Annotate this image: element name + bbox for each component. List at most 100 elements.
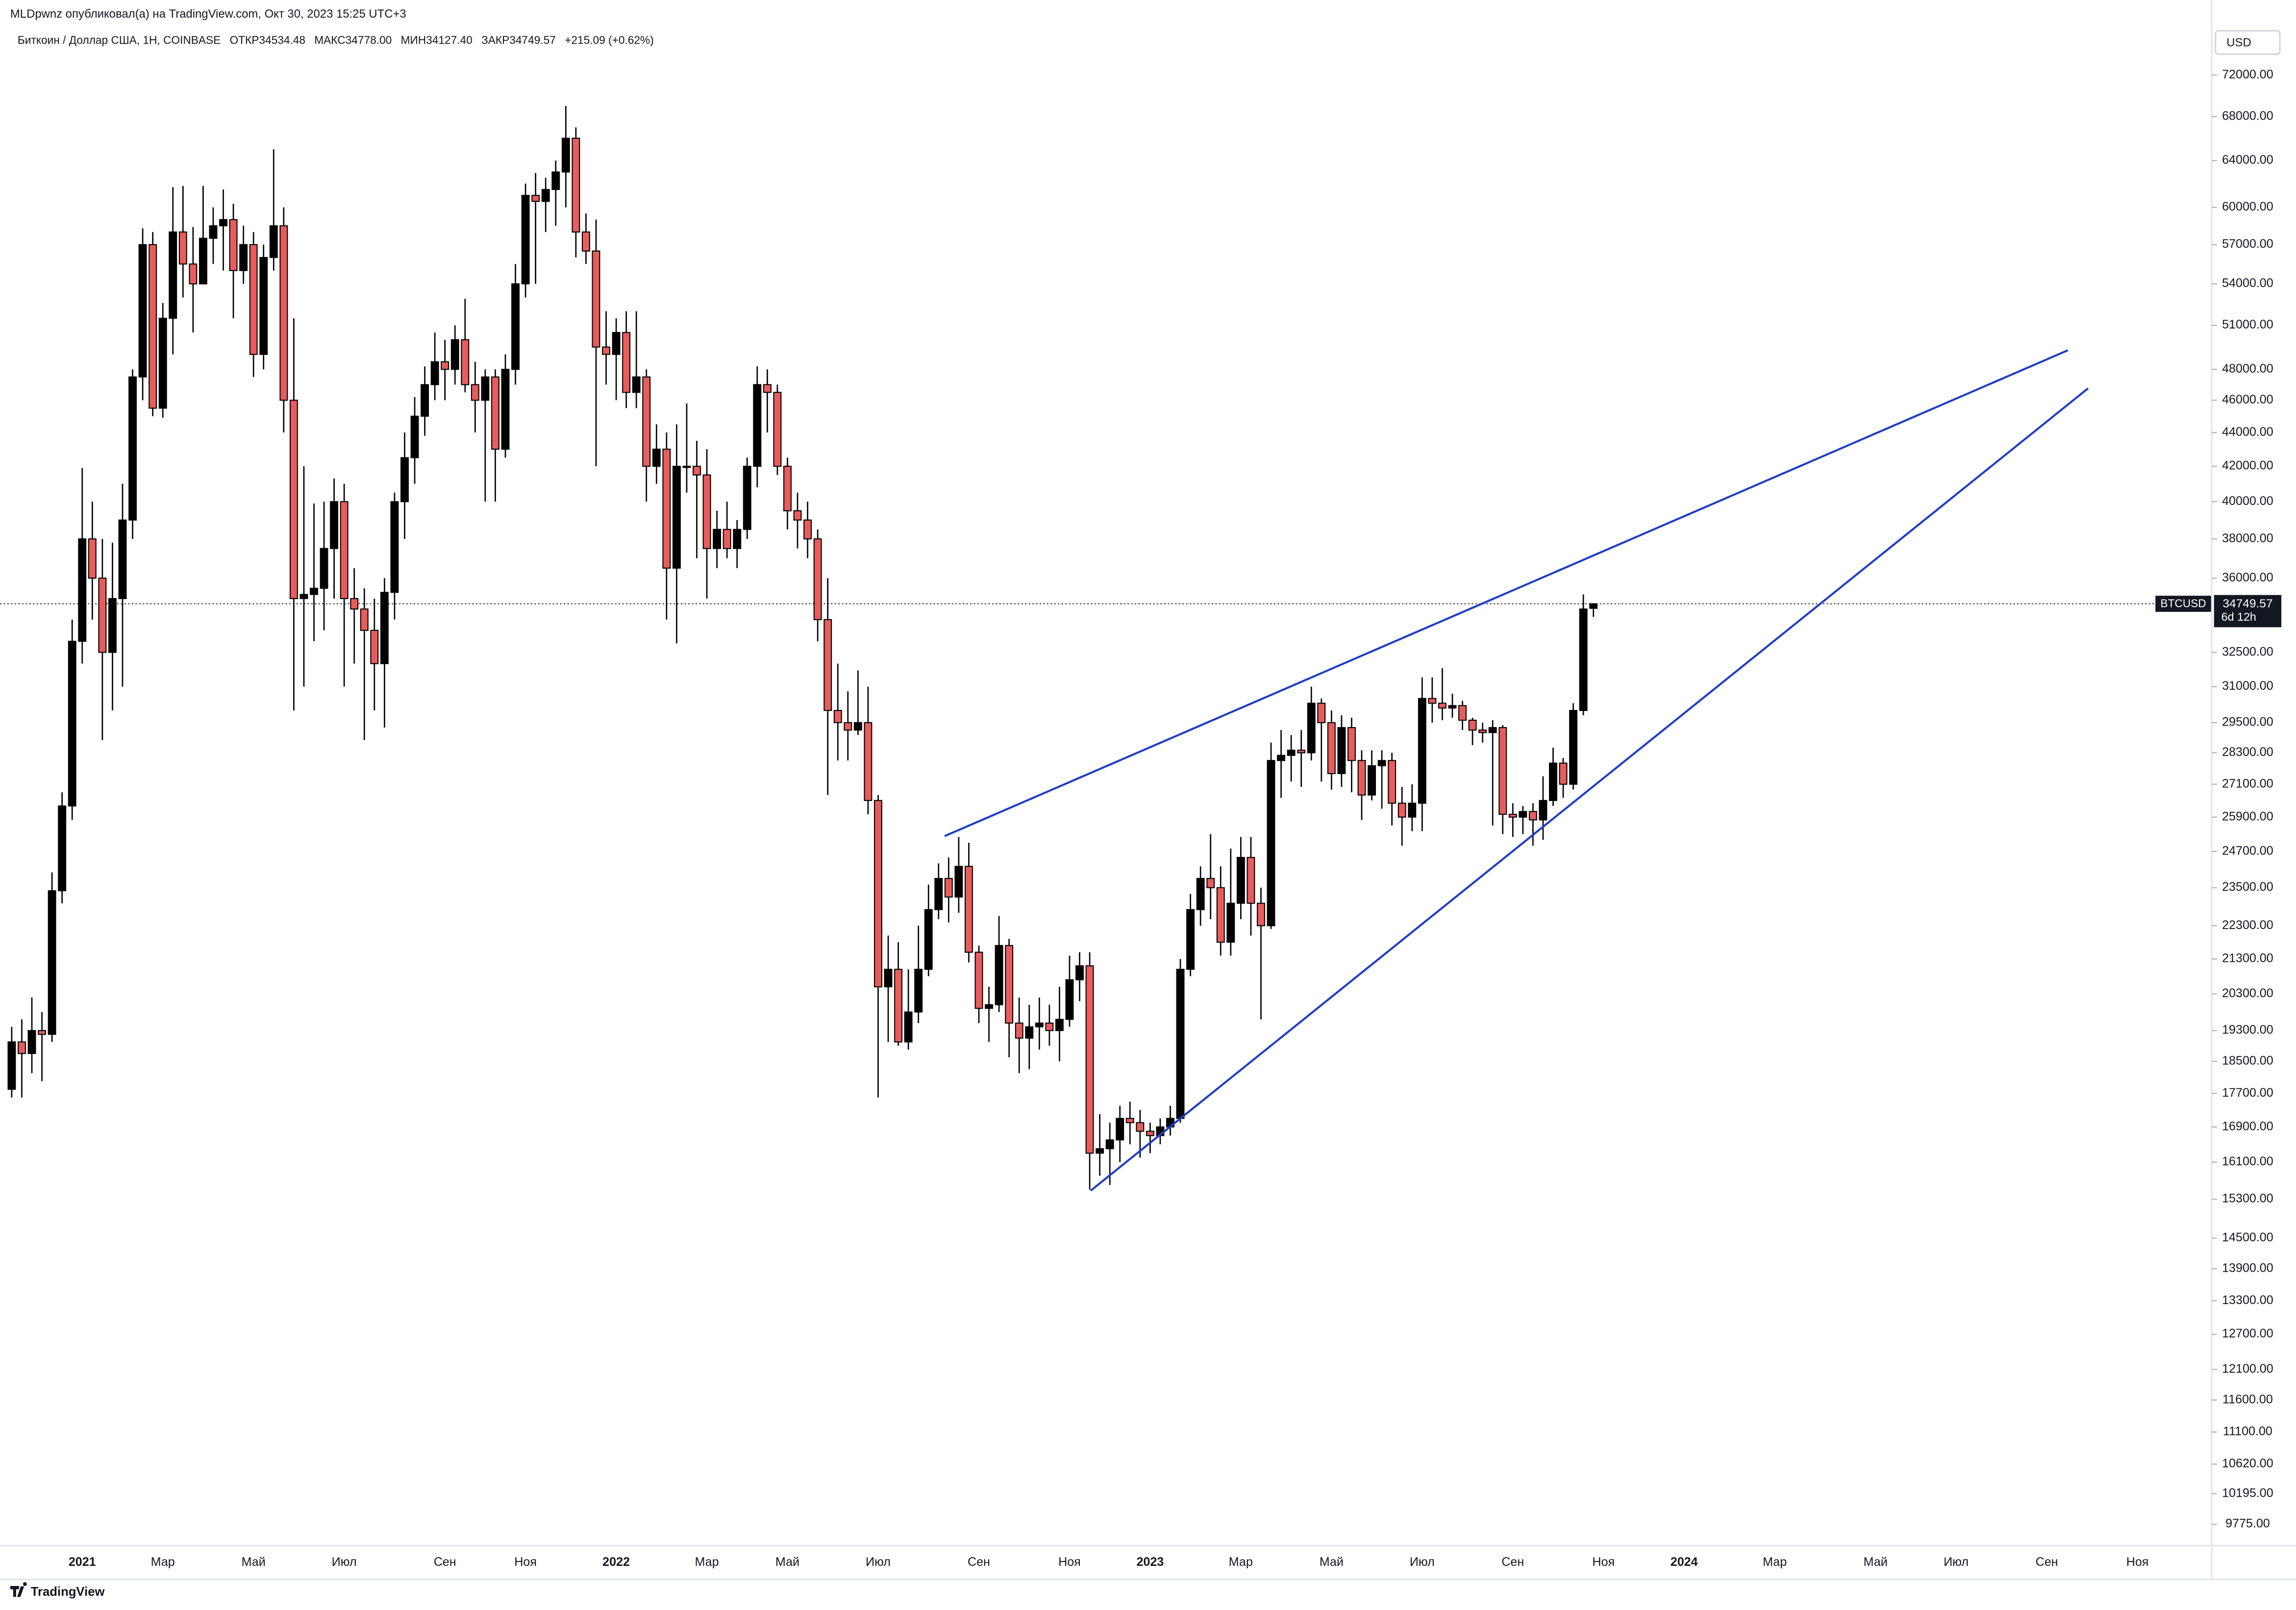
candle-body [662, 449, 671, 569]
candle-body [1528, 811, 1537, 821]
x-tick-label: Мар [1229, 1555, 1253, 1569]
price-label: 34749.57 [2222, 597, 2272, 610]
candle-body [421, 384, 429, 417]
candle-body [541, 189, 550, 202]
candle-body [441, 361, 449, 370]
candle-body [481, 376, 490, 401]
y-tick-label: 68000.00 [2222, 109, 2273, 123]
candle-body [753, 384, 762, 467]
candle-body [320, 548, 328, 589]
candle-body [622, 332, 631, 393]
candle-body [1418, 698, 1426, 804]
candle-body [934, 878, 943, 910]
candle-body [894, 969, 902, 1043]
candle-body [1277, 755, 1285, 761]
x-tick-label: Ноя [1058, 1555, 1081, 1569]
candle-body [1005, 945, 1014, 1024]
candle-body [1035, 1022, 1044, 1028]
candle-body [98, 578, 107, 653]
candle-body [985, 1004, 993, 1009]
candle-body [27, 1030, 36, 1054]
candle-body [1307, 703, 1316, 754]
candle-body [974, 952, 983, 1009]
candle-body [48, 890, 56, 1035]
candle-body [1337, 727, 1346, 774]
candle-body [803, 519, 812, 540]
candle-body [1519, 811, 1527, 818]
candle-body [884, 969, 893, 987]
symbol-line: Биткоин / Доллар США, 1Н, COINBASE ОТКР3… [18, 34, 654, 47]
candle-body [18, 1041, 26, 1054]
candle-body [229, 219, 238, 271]
candle-body [1075, 965, 1084, 981]
candle-body [118, 519, 127, 599]
candle-body [1055, 1019, 1064, 1031]
trend-line [1090, 387, 2089, 1192]
y-tick-label: 19300.00 [2222, 1023, 2273, 1037]
y-tick-label: 15300.00 [2222, 1192, 2273, 1206]
candle-body [1236, 856, 1245, 904]
candle-body [551, 171, 560, 190]
x-tick-label: Июл [866, 1555, 891, 1569]
candle-body [995, 945, 1003, 1006]
candle-body [1408, 803, 1417, 818]
candle-body [289, 400, 298, 599]
candle-body [783, 466, 792, 511]
candle-body [864, 722, 873, 801]
candle-body [1025, 1026, 1034, 1039]
x-tick-label: Мар [151, 1555, 175, 1569]
y-tick-label: 28300.00 [2222, 745, 2273, 759]
x-tick-label: 2024 [1671, 1555, 1698, 1569]
currency-box[interactable] [2215, 30, 2281, 55]
candle-body [1247, 856, 1255, 904]
candle-body [723, 528, 731, 549]
candle-body [169, 231, 177, 319]
candle-body [1559, 762, 1568, 785]
y-tick-label: 54000.00 [2222, 277, 2273, 290]
candle-body [1226, 903, 1235, 943]
candle-body [844, 722, 852, 731]
candle-body [1267, 760, 1275, 927]
x-tick-label: 2021 [69, 1555, 96, 1569]
candle-body [78, 538, 87, 642]
candle-body [279, 225, 288, 401]
y-tick-label: 21300.00 [2222, 952, 2273, 965]
change: +215.09 (+0.62%) [565, 34, 654, 47]
ohlc-open: ОТКР34534.48 [230, 34, 305, 47]
candle-body [1146, 1131, 1154, 1136]
candle-body [1357, 760, 1366, 796]
candle-body [713, 528, 722, 549]
y-tick-label: 25900.00 [2222, 809, 2273, 823]
candle-body [572, 137, 580, 233]
candle-body [693, 466, 701, 476]
x-tick-label: Ноя [514, 1555, 537, 1569]
candle-body [410, 415, 419, 458]
candle-body [450, 339, 459, 370]
candle-body [259, 257, 268, 355]
candle-body [1508, 813, 1517, 818]
candle-body [793, 510, 802, 521]
candle-body [1468, 719, 1477, 731]
candle-body [380, 592, 389, 664]
y-tick-label: 48000.00 [2222, 362, 2273, 376]
y-tick-label: 16900.00 [2222, 1119, 2273, 1133]
y-tick-label: 23500.00 [2222, 880, 2273, 894]
logo-mark [10, 1582, 27, 1597]
y-tick-label: 57000.00 [2222, 237, 2273, 251]
countdown: 6d 12h [2221, 610, 2256, 623]
candle-body [904, 1011, 913, 1043]
candle-body [1206, 878, 1215, 888]
candle-body [1589, 603, 1598, 609]
candle-body [1377, 760, 1386, 766]
candle-body [68, 641, 76, 807]
y-tick-label: 64000.00 [2222, 153, 2273, 167]
y-tick-label: 60000.00 [2222, 200, 2273, 214]
candle-body [340, 501, 349, 599]
price-label-box [2214, 595, 2282, 628]
candle-body [249, 244, 258, 355]
candle-body [38, 1030, 47, 1035]
currency[interactable]: USD [2226, 36, 2251, 49]
candle-body [1428, 698, 1437, 704]
